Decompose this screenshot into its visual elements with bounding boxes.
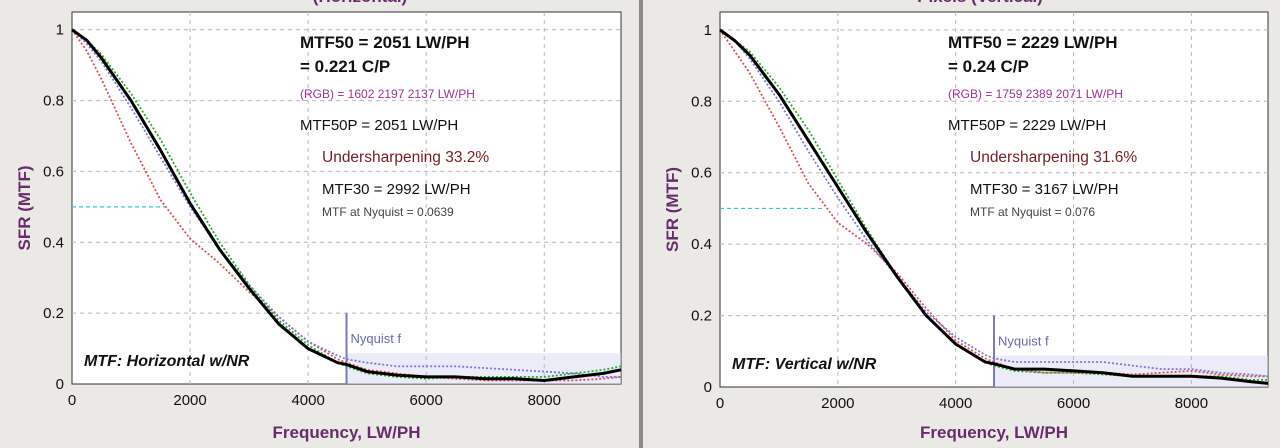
- horizontal-x-tick-label: 6000: [410, 392, 443, 409]
- vertical-y-tick-label: 0.6: [691, 165, 712, 182]
- vertical-series-g-line: [719, 29, 1268, 381]
- vertical-mtf30-line: MTF30 = 3167 LW/PH: [970, 181, 1119, 198]
- vertical-sharpening-line: Undersharpening 31.6%: [970, 149, 1137, 166]
- vertical-plot-label: MTF: Vertical w/NR: [732, 356, 877, 373]
- horizontal-series-luminance-line: [71, 28, 622, 382]
- horizontal-nyquist-label: Nyquist f: [351, 331, 402, 346]
- vertical-rgb-line: (RGB) = 1759 2389 2071 LW/PH: [948, 87, 1123, 101]
- horizontal-x-tick-label: 0: [68, 392, 76, 409]
- vertical-mtf50p-line: MTF50P = 2229 LW/PH: [948, 117, 1106, 134]
- horizontal-plot-label: MTF: Horizontal w/NR: [84, 353, 250, 370]
- vertical-mtf50-line2: = 0.24 C/P: [948, 57, 1029, 76]
- vertical-x-axis-title: Frequency, LW/PH: [920, 423, 1068, 442]
- vertical-series-r-line: [719, 29, 1268, 378]
- vertical-nyquist-label: Nyquist f: [998, 334, 1049, 349]
- vertical-series-b-line: [719, 29, 1269, 378]
- vertical-x-tick-label: 2000: [821, 395, 854, 412]
- vertical-x-tick-label: 8000: [1175, 395, 1208, 412]
- horizontal-rgb-line: (RGB) = 1602 2197 2137 LW/PH: [300, 87, 475, 101]
- horizontal-y-axis-title: SFR (MTF): [15, 166, 34, 251]
- vertical-mtf50-line1: MTF50 = 2229 LW/PH: [948, 33, 1118, 52]
- panel-divider: [639, 0, 643, 448]
- horizontal-mtf50-line1: MTF50 = 2051 LW/PH: [300, 33, 470, 52]
- vertical-y-tick-label: 0.2: [691, 308, 712, 325]
- vertical-nyquist-mtf-line: MTF at Nyquist = 0.076: [970, 205, 1095, 219]
- vertical-y-axis-title: SFR (MTF): [663, 167, 682, 252]
- horizontal-y-tick-label: 0.6: [43, 163, 64, 180]
- vertical-y-tick-label: 1: [704, 22, 712, 39]
- vertical-y-tick-label: 0.8: [691, 93, 712, 110]
- horizontal-y-tick-label: 0.4: [43, 234, 64, 251]
- horizontal-x-axis-title: Frequency, LW/PH: [273, 423, 421, 442]
- horizontal-mtf50p-line: MTF50P = 2051 LW/PH: [300, 117, 458, 134]
- vertical-x-tick-label: 6000: [1057, 395, 1090, 412]
- horizontal-series-r-line: [71, 29, 622, 382]
- vertical-x-tick-label: 4000: [939, 395, 972, 412]
- horizontal-header-fragment: (Horizontal): [313, 0, 407, 6]
- horizontal-x-tick-label: 4000: [291, 392, 324, 409]
- vertical-header-fragment: Pixels (Vertical): [917, 0, 1043, 6]
- vertical-y-tick-label: 0.4: [691, 236, 712, 253]
- horizontal-mtf50-line2: = 0.221 C/P: [300, 57, 390, 76]
- horizontal-x-tick-label: 2000: [173, 392, 206, 409]
- horizontal-sharpening-line: Undersharpening 33.2%: [322, 149, 489, 166]
- horizontal-y-tick-label: 0: [56, 376, 64, 393]
- horizontal-y-tick-label: 0.2: [43, 305, 64, 322]
- horizontal-nyquist-mtf-line: MTF at Nyquist = 0.0639: [322, 205, 454, 219]
- horizontal-y-tick-label: 0.8: [43, 93, 64, 110]
- horizontal-x-tick-label: 8000: [528, 392, 561, 409]
- vertical-y-tick-label: 0: [704, 379, 712, 396]
- horizontal-mtf30-line: MTF30 = 2992 LW/PH: [322, 181, 471, 198]
- horizontal-y-tick-label: 1: [56, 22, 64, 39]
- vertical-series-luminance-line: [719, 28, 1269, 385]
- vertical-x-tick-label: 0: [716, 395, 724, 412]
